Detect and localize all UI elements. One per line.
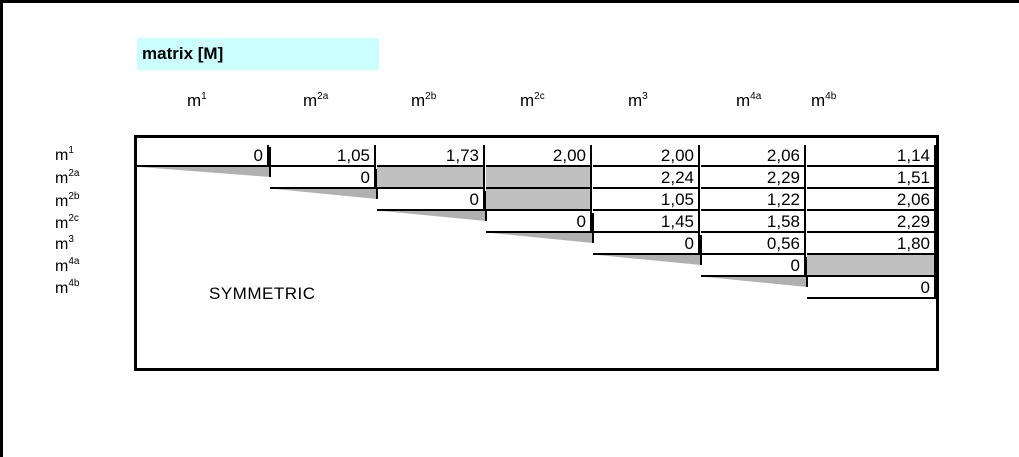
- row-header-m3-superscript: 3: [68, 234, 74, 245]
- symmetric-label: SYMMETRIC: [209, 284, 316, 303]
- row-header-m1-superscript: 1: [68, 145, 74, 156]
- row-header-m1: m1: [55, 146, 125, 166]
- matrix-cell: 2,00: [593, 145, 700, 167]
- matrix-cell: [807, 255, 936, 277]
- matrix-cell: 2,00: [486, 145, 592, 167]
- column-header-m4b-superscript: 4b: [825, 91, 837, 102]
- column-header-m2c-base: m: [520, 91, 535, 110]
- diagonal-wedge: [382, 211, 486, 221]
- matrix-cell: 1,51: [807, 167, 936, 189]
- row-header-m1-base: m: [55, 147, 69, 164]
- matrix-cell: 1,22: [701, 189, 806, 211]
- column-header-m2b-superscript: 2b: [425, 91, 437, 102]
- matrix-cell: 2,29: [807, 211, 936, 233]
- row-header-m4a-superscript: 4a: [68, 256, 80, 267]
- column-header-m4a: m4a: [736, 91, 840, 111]
- matrix-cell: 0: [807, 277, 936, 299]
- diagonal-wedge: [491, 233, 593, 243]
- column-header-m4a-superscript: 4a: [750, 91, 762, 102]
- matrix-cell: 0: [593, 233, 700, 255]
- column-header-m3: m3: [628, 91, 732, 111]
- column-header-m2c: m2c: [520, 91, 624, 111]
- matrix-cell: 0: [701, 255, 806, 277]
- column-header-m4a-base: m: [736, 91, 751, 110]
- column-header-m1: m1: [187, 91, 291, 111]
- matrix-cell: 1,05: [270, 145, 376, 167]
- diagonal-wedge: [140, 167, 270, 177]
- matrix-title: matrix [M]: [137, 38, 379, 70]
- matrix-cell: 0: [377, 189, 485, 211]
- row-header-m2b-superscript: 2b: [68, 191, 80, 202]
- column-header-m3-base: m: [628, 91, 643, 110]
- row-header-m2a-base: m: [55, 170, 69, 187]
- matrix-cell: 2,06: [701, 145, 806, 167]
- diagonal-wedge: [598, 255, 701, 265]
- column-header-m2a: m2a: [303, 91, 407, 111]
- matrix-cell: 1,80: [807, 233, 936, 255]
- matrix-cell: [486, 167, 592, 189]
- matrix-cell: 2,24: [593, 167, 700, 189]
- matrix-cell: 2,06: [807, 189, 936, 211]
- row-header-m4b: m4b: [55, 279, 125, 299]
- matrix-cell: 0: [486, 211, 592, 233]
- column-header-m1-base: m: [187, 91, 202, 110]
- column-header-m1-superscript: 1: [201, 91, 207, 102]
- row-header-m3-base: m: [55, 236, 69, 253]
- row-header-m2b: m2b: [55, 192, 125, 212]
- row-header-m2c-superscript: 2c: [68, 213, 79, 224]
- row-header-m4a-base: m: [55, 258, 69, 275]
- column-header-m4b: m4b: [811, 91, 915, 111]
- diagonal-wedge: [275, 189, 377, 199]
- column-header-m2a-base: m: [303, 91, 318, 110]
- matrix-cell: 1,14: [807, 145, 936, 167]
- column-header-m4b-base: m: [811, 91, 826, 110]
- column-header-m3-superscript: 3: [642, 91, 648, 102]
- column-header-m2a-superscript: 2a: [317, 91, 329, 102]
- row-header-m2c-base: m: [55, 215, 69, 232]
- row-header-m2c: m2c: [55, 214, 125, 234]
- matrix-cell: 0: [270, 167, 376, 189]
- row-header-m3: m3: [55, 235, 125, 255]
- row-header-m2a: m2a: [55, 169, 125, 189]
- matrix-cell: 0: [134, 145, 269, 167]
- row-header-m2b-base: m: [55, 193, 69, 210]
- matrix-lines: [140, 147, 808, 287]
- matrix-cell: [486, 189, 592, 211]
- matrix-cell: [377, 167, 485, 189]
- row-header-m4b-base: m: [55, 280, 69, 297]
- matrix-cell: 2,29: [701, 167, 806, 189]
- matrix-cell: 1,05: [593, 189, 700, 211]
- column-header-m2b-base: m: [411, 91, 426, 110]
- diagonal-wedge: [706, 277, 807, 287]
- matrix-cell: 1,73: [377, 145, 485, 167]
- matrix-table: 0 1,05 1,73 2,00 2,00 2,06 1,14 0 2,24 2,29 1,51 0 1…: [134, 135, 939, 371]
- matrix-cell: 1,58: [701, 211, 806, 233]
- column-header-m2c-superscript: 2c: [534, 91, 545, 102]
- row-header-m4a: m4a: [55, 257, 125, 277]
- matrix-cell: 0,56: [701, 233, 806, 255]
- row-header-m2a-superscript: 2a: [68, 168, 80, 179]
- column-header-m2b: m2b: [411, 91, 515, 111]
- row-header-m4b-superscript: 4b: [68, 278, 80, 289]
- matrix-cell: 1,45: [593, 211, 700, 233]
